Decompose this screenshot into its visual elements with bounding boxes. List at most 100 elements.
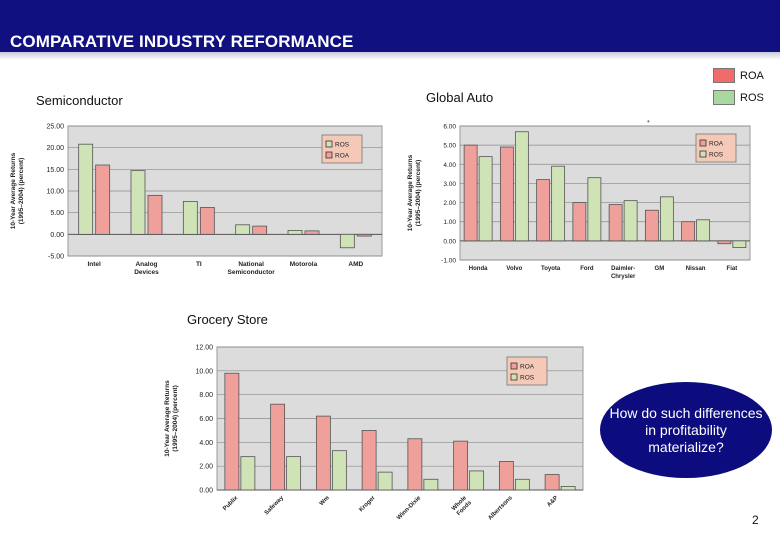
grocery-category-label: Winn-Dixie [396, 495, 423, 522]
global_auto-bar-ros [623, 200, 638, 242]
global_auto-legend-label: ROA [709, 141, 724, 148]
global_auto-ytick-label: 1.00 [443, 219, 456, 226]
grocery-chart: 0.00 2.00 4.00 6.00 8.00 10.00 12.00 10-Year Av… [164, 345, 584, 522]
grocery-bar-roa [270, 403, 286, 491]
grocery-legend-swatch [510, 362, 518, 370]
global_auto-bar-roa [681, 221, 696, 242]
global_auto-bar-ros [551, 165, 566, 242]
semiconductor-bar-ros [78, 143, 94, 235]
semiconductor-bar-ros [235, 224, 251, 235]
semiconductor-legend-label: ROS [335, 142, 350, 149]
grocery-bar-ros [514, 478, 530, 491]
semiconductor-category-line: National [238, 261, 264, 268]
grocery-category-label: Safeway [264, 495, 286, 517]
semiconductor-category-line: Motorola [290, 261, 318, 268]
global_auto-bar-roa [572, 202, 587, 242]
semiconductor-bar-ros [130, 170, 146, 235]
global_auto-category-label: Honda [469, 266, 488, 272]
grocery-ytick-label: 12.00 [195, 345, 213, 352]
grocery-ytick-label: 10.00 [195, 368, 213, 375]
legend-roa-swatch [713, 68, 735, 83]
grocery-bar-ros [286, 456, 302, 491]
semiconductor-ytick-label: -5.00 [48, 254, 64, 261]
legend-ros-swatch [713, 90, 735, 105]
decorative-dot: • [647, 117, 650, 126]
global_auto-category-label: Ford [580, 266, 594, 272]
semiconductor-bar-roa [356, 233, 372, 237]
global_auto-category-label: Fiat [727, 266, 738, 272]
global_auto-legend-swatch [699, 139, 707, 147]
grocery-category-line: Albertsons [487, 495, 514, 522]
grocery-ytick-label: 6.00 [199, 416, 213, 423]
semiconductor-ytick-label: 15.00 [46, 167, 64, 174]
grocery-category-label: WholeFoods [451, 495, 473, 517]
semiconductor-category-label: Intel [87, 261, 101, 268]
semiconductor-ytick-label: 20.00 [46, 145, 64, 152]
global_auto-bar-roa [536, 179, 551, 242]
grocery-category-line: Safeway [264, 495, 286, 517]
semiconductor-legend-label: ROA [335, 153, 350, 160]
semiconductor-bar-roa [147, 194, 163, 235]
grocery-ytick-label: 2.00 [199, 464, 213, 471]
global_auto-category-label: Toyota [541, 266, 561, 272]
global_auto-category-line: Ford [580, 266, 594, 272]
grocery-category-line: Wm [319, 495, 331, 507]
global_auto-bar-ros [514, 131, 529, 242]
global_auto-category-label: GM [655, 266, 665, 272]
grocery-bar-ros [240, 456, 256, 491]
global-auto-chart: -1.00 0.00 1.00 2.00 3.00 4.00 5.00 6.00 10-Year… [407, 124, 751, 280]
global_auto-ytick-label: -1.00 [441, 258, 456, 265]
grocery-bar-roa [224, 372, 240, 491]
grocery-bar-roa [544, 474, 560, 491]
grocery-ylabel-line: 10-Year Average Returns [164, 380, 171, 457]
global_auto-ytick-label: 0.00 [443, 238, 456, 245]
global_auto-ytick-label: 5.00 [443, 143, 456, 150]
global_auto-category-label: Nissan [686, 266, 706, 272]
semiconductor-category-label: National Semiconductor [228, 261, 276, 276]
slide-title: COMPARATIVE INDUSTRY REFORMANCE [10, 32, 354, 51]
grocery-bar-roa [453, 440, 469, 491]
global_auto-bar-ros [478, 156, 493, 242]
semiconductor-bar-ros [339, 233, 355, 249]
semiconductor-ytick-label: 5.00 [50, 210, 64, 217]
semiconductor-category-line: Devices [134, 269, 159, 276]
grocery-bar-roa [498, 461, 514, 491]
global_auto-ytick-label: 2.00 [443, 200, 456, 207]
semiconductor-category-label: AMD [348, 261, 363, 268]
semiconductor-bar-roa [252, 225, 268, 235]
global_auto-legend-label: ROS [709, 152, 724, 159]
header-band [0, 52, 780, 60]
semiconductor-category-line: Intel [87, 261, 101, 268]
global_auto-ytick-label: 6.00 [443, 124, 456, 131]
semiconductor-ytick-label: 10.00 [46, 189, 64, 196]
grocery-category-line: Publix [222, 495, 239, 512]
grocery-bar-roa [315, 415, 331, 491]
semiconductor-ylabel: 10-Year Average Returns(1995–2004) (perc… [10, 152, 25, 229]
global_auto-bar-ros [732, 240, 747, 248]
semiconductor-legend-swatch [325, 140, 333, 148]
semiconductor-ytick-label: 0.00 [50, 232, 64, 239]
semiconductor-category-label: Analog Devices [134, 261, 159, 276]
global_auto-bar-ros [587, 177, 602, 242]
semiconductor-category-line: Semiconductor [228, 269, 276, 276]
question-callout-text: How do such differences in profitability… [609, 404, 763, 455]
global-auto-label: Global Auto [426, 90, 494, 105]
global_auto-category-line: Chrysler [611, 274, 636, 280]
global_auto-category-line: GM [655, 266, 665, 272]
page-number: 2 [752, 513, 759, 527]
grocery-category-label: A&P [546, 495, 559, 508]
semiconductor-ytick-label: 25.00 [46, 124, 64, 131]
global_auto-ylabel-line: (1995–2004) (percent) [415, 160, 422, 226]
grocery-bar-ros [469, 470, 485, 491]
semiconductor-bar-ros [182, 201, 198, 235]
grocery-legend-swatch [510, 373, 518, 381]
global_auto-ytick-label: 3.00 [443, 181, 456, 188]
grocery-legend-label: ROS [520, 375, 535, 382]
grocery-category-label: Publix [222, 495, 239, 512]
grocery-category-label: Wm [319, 495, 331, 507]
grocery-ylabel-line: (1995–2004) (percent) [172, 385, 179, 451]
legend-ros-label: ROS [740, 92, 764, 104]
grocery-label: Grocery Store [187, 312, 268, 327]
semiconductor-bar-roa [199, 207, 215, 235]
grocery-ylabel: 10-Year Average Returns(1995–2004) (perc… [164, 380, 179, 457]
